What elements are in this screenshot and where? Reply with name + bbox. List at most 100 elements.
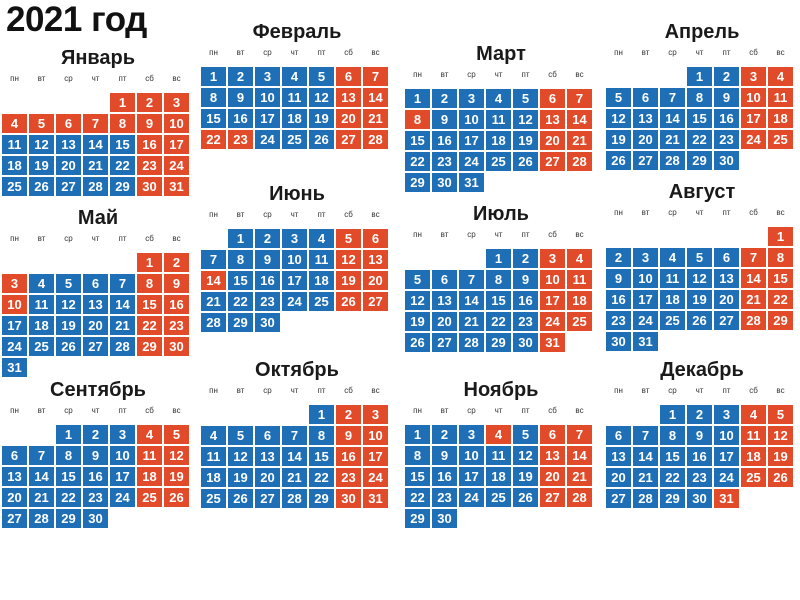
weekday-label: сб (145, 405, 154, 415)
month-name: Ноябрь (463, 379, 539, 401)
day-cell-workday: 9 (606, 269, 631, 288)
day-cell-holiday: 3 (363, 405, 388, 424)
weekday-label: ср (263, 385, 272, 395)
day-cell-workday: 9 (432, 446, 457, 465)
day-cell-holiday: 17 (363, 447, 388, 466)
weekday-label: чт (494, 405, 503, 415)
weekday-label: сб (749, 207, 758, 217)
day-cell-workday: 12 (56, 295, 81, 314)
day-cell-workday: 25 (309, 292, 334, 311)
day-cell-holiday: 5 (768, 405, 793, 424)
weekday-label: ср (467, 405, 476, 415)
weekday-label: вс (172, 233, 181, 243)
day-cell-workday: 16 (687, 447, 712, 466)
day-cell-workday: 12 (606, 109, 631, 128)
day-cell-holiday: 31 (714, 489, 739, 508)
day-cell-workday: 14 (29, 467, 54, 486)
day-cell-holiday: 20 (363, 271, 388, 290)
day-cell-workday: 29 (110, 177, 135, 196)
day-cell-holiday: 24 (164, 156, 189, 175)
weekday-label: чт (91, 73, 100, 83)
day-cell-workday: 20 (56, 156, 81, 175)
day-cell-workday: 18 (309, 271, 334, 290)
day-cell-workday: 27 (432, 333, 457, 352)
day-cell-workday: 7 (110, 274, 135, 293)
day-cell-workday: 24 (459, 488, 484, 507)
day-cell-workday: 12 (405, 291, 430, 310)
day-cell-holiday: 26 (336, 292, 361, 311)
day-cell-workday: 17 (459, 131, 484, 150)
weekday-label: вс (371, 209, 380, 219)
day-cell-holiday: 15 (137, 295, 162, 314)
day-cell-holiday: 23 (228, 130, 253, 149)
weekday-label: пн (10, 233, 19, 243)
day-cell-holiday: 2 (137, 93, 162, 112)
day-cell-holiday: 9 (164, 274, 189, 293)
day-cell-workday: 21 (459, 312, 484, 331)
day-cell-holiday: 25 (137, 488, 162, 507)
weekday-label: пн (10, 405, 19, 415)
day-cell-holiday: 6 (540, 89, 565, 108)
day-cell-workday: 30 (687, 489, 712, 508)
day-cell-holiday: 25 (567, 312, 592, 331)
day-cell-holiday: 21 (567, 467, 592, 486)
day-cell-workday: 28 (201, 313, 226, 332)
day-cell-workday: 1 (687, 67, 712, 86)
day-cell-holiday: 16 (336, 447, 361, 466)
day-cell-workday: 7 (459, 270, 484, 289)
day-cell-holiday: 23 (164, 316, 189, 335)
day-cell-workday: 9 (687, 426, 712, 445)
weekday-label: пт (118, 73, 127, 83)
day-cell-holiday: 28 (741, 311, 766, 330)
day-cell-workday: 4 (201, 426, 226, 445)
weekday-label: вт (641, 207, 650, 217)
day-cell-workday: 3 (459, 89, 484, 108)
day-cell-workday: 5 (405, 270, 430, 289)
day-cell-holiday: 10 (540, 270, 565, 289)
month-name: Сентябрь (50, 379, 146, 401)
day-cell-workday: 17 (255, 109, 280, 128)
day-cell-holiday: 3 (2, 274, 27, 293)
day-cell-workday: 11 (486, 446, 511, 465)
day-cell-workday: 9 (255, 250, 280, 269)
day-cell-workday: 29 (687, 151, 712, 170)
day-cell-holiday: 11 (137, 446, 162, 465)
day-cell-workday: 22 (309, 468, 334, 487)
weekday-label: вт (440, 69, 449, 79)
day-cell-workday: 25 (201, 489, 226, 508)
day-cell-workday: 28 (660, 151, 685, 170)
weekday-label: ср (467, 229, 476, 239)
day-cell-holiday: 1 (768, 227, 793, 246)
day-cell-workday: 2 (513, 249, 538, 268)
day-cell-holiday: 20 (540, 131, 565, 150)
day-cell-holiday: 27 (336, 130, 361, 149)
month-block: Февраль пн вт ср чт пт сб вс 1 2 3 4 5 6 7 8 9 10 11 12 13 14… (201, 20, 393, 149)
day-cell-holiday: 23 (137, 156, 162, 175)
day-cell-workday: 17 (633, 290, 658, 309)
day-cell-workday: 3 (633, 248, 658, 267)
day-cell-workday: 22 (228, 292, 253, 311)
month-block: Октябрь пн вт ср чт пт сб вс 1 2 3 4 5 6 7 8 9 10 11 12 13 14… (201, 358, 393, 508)
day-cell-workday: 5 (513, 89, 538, 108)
day-cell-workday: 23 (513, 312, 538, 331)
day-cell-workday: 11 (309, 250, 334, 269)
day-cell-workday: 18 (486, 131, 511, 150)
day-cell-workday: 21 (110, 316, 135, 335)
day-cell-holiday: 5 (29, 114, 54, 133)
day-cell-holiday: 6 (56, 114, 81, 133)
weekday-label: пт (317, 385, 326, 395)
weekday-label: сб (145, 73, 154, 83)
weekday-label: ср (263, 47, 272, 57)
day-cell-holiday: 9 (336, 426, 361, 445)
day-cell-workday: 8 (309, 426, 334, 445)
day-cell-workday: 6 (633, 88, 658, 107)
days-grid: 1 2 3 4 5 6 7 8 9 10 11 12 13 14 15 16 17 18 19 20 21 22 23 24 2… (2, 425, 194, 528)
day-cell-workday: 1 (405, 425, 430, 444)
month-name: Октябрь (255, 359, 339, 381)
weekday-header: пн вт ср чт пт сб вс (606, 44, 798, 60)
day-cell-workday: 26 (56, 337, 81, 356)
days-grid: 1 2 3 4 5 6 7 8 9 10 11 12 13 14 15 16 17 18 19 20 21 22 23 24 2… (606, 227, 798, 351)
day-cell-workday: 16 (513, 291, 538, 310)
day-cell-workday: 6 (83, 274, 108, 293)
day-cell-holiday: 13 (336, 88, 361, 107)
